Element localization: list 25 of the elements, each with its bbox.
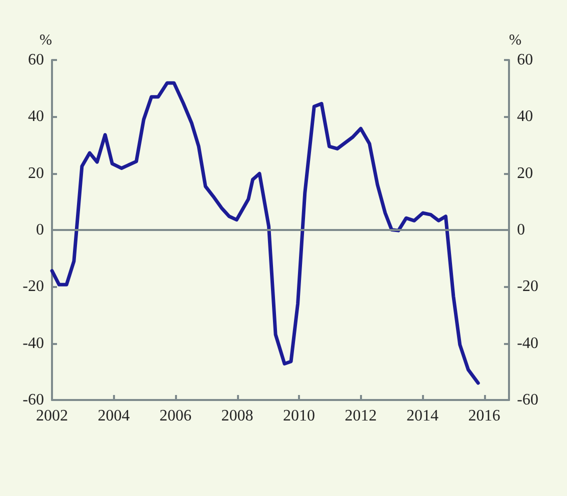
y2-axis-title: %: [509, 32, 522, 48]
y-axis-title: %: [40, 32, 52, 48]
y-tick-label: -20: [22, 278, 44, 296]
x-tick-label: 2008: [221, 408, 254, 424]
x-tick-label: 2010: [283, 408, 316, 424]
y2-tick-label: 0: [517, 222, 525, 238]
x-tick-label: 2012: [344, 408, 377, 424]
y-tick-label: 0: [36, 222, 44, 238]
y-tick-label: -60: [22, 392, 44, 408]
x-tick-label: 2014: [406, 408, 439, 424]
y2-tick-label: -40: [517, 334, 538, 352]
y2-tick-label: -60: [517, 392, 538, 408]
y-tick-label: 20: [28, 164, 44, 182]
x-tick-label: 2004: [98, 408, 130, 424]
x-tick-label: 2016: [468, 408, 500, 424]
y2-tick-label: 60: [517, 52, 533, 68]
line-series: [50, 81, 480, 385]
x-tick-label: 2006: [160, 408, 192, 424]
y-tick-label: 40: [28, 108, 44, 126]
y2-tick-label: -20: [517, 278, 538, 296]
x-tick-label: 2002: [36, 408, 68, 424]
y2-tick-label: 20: [517, 164, 533, 182]
y-tick-label: -40: [22, 334, 44, 352]
y-tick-label: 60: [28, 52, 44, 68]
y2-tick-label: 40: [517, 108, 533, 126]
